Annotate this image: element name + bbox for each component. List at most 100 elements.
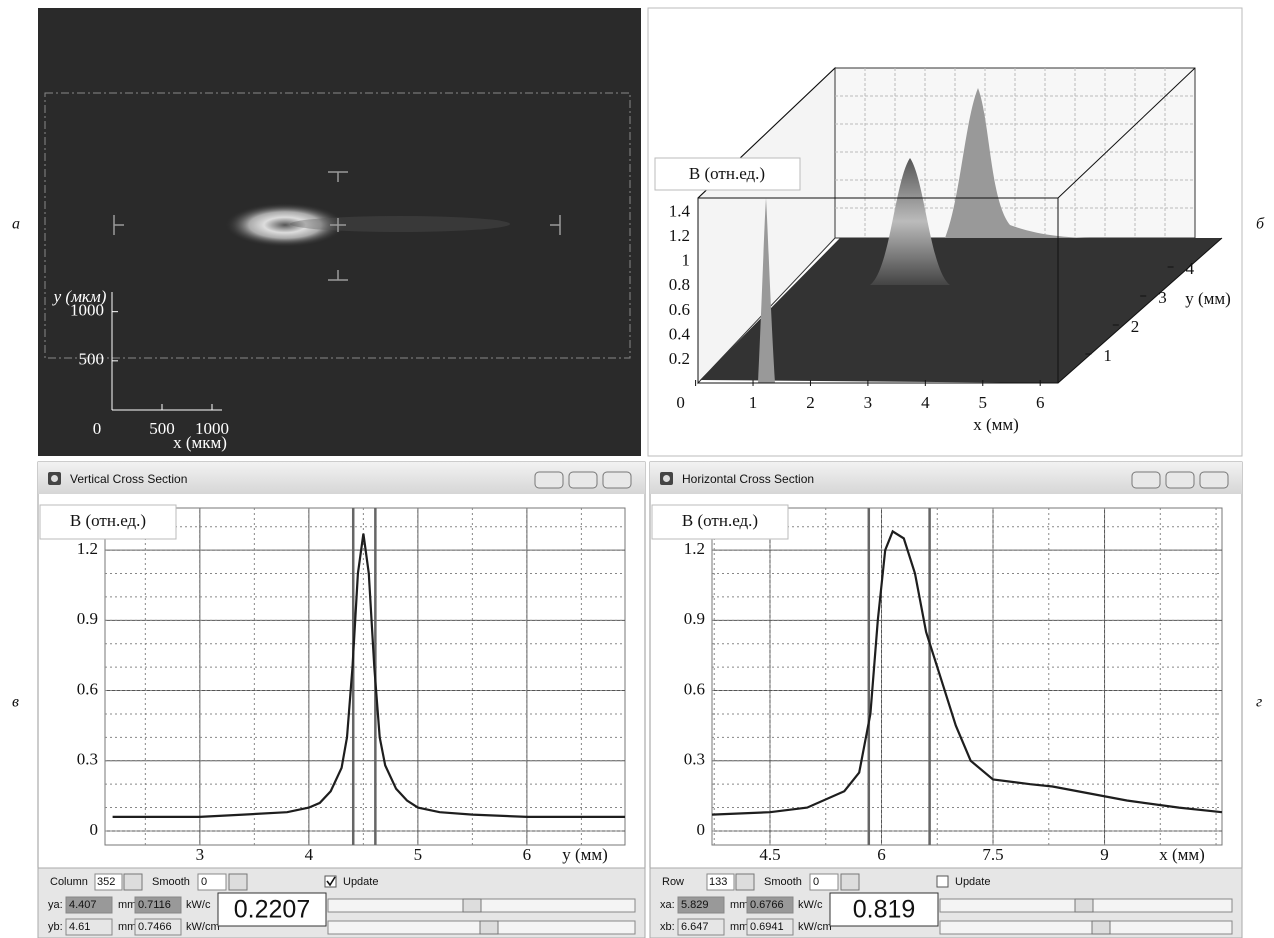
spin-button[interactable] — [735, 873, 755, 891]
scroll-thumb[interactable] — [1091, 920, 1111, 935]
reading-unit: kW/c — [186, 899, 211, 911]
unit: mm — [730, 899, 748, 911]
smooth-label: Smooth — [152, 876, 190, 888]
spin-button[interactable] — [123, 873, 143, 891]
reading-unit: kW/cm — [186, 921, 220, 933]
window-title: Horizontal Cross Section — [682, 472, 814, 486]
window-button[interactable] — [534, 471, 564, 489]
y-tick-label: 1 — [1103, 346, 1112, 365]
scrollbar[interactable] — [939, 920, 1233, 935]
cursor-reading: 0.6941 — [750, 921, 784, 933]
y-tick-label: 0.3 — [684, 750, 705, 769]
cursor-mark — [328, 171, 348, 182]
plot-area — [104, 507, 626, 846]
floor — [700, 238, 1222, 383]
check-mark — [326, 876, 336, 887]
x-axis-label: x (мкм) — [173, 433, 227, 452]
cursor-position: 4.407 — [69, 899, 97, 911]
z-tick-label: 1.4 — [669, 202, 691, 221]
window-button[interactable] — [1199, 471, 1229, 489]
cursor-mark — [113, 215, 124, 235]
window-button[interactable] — [602, 471, 632, 489]
label-box — [39, 504, 177, 540]
x-tick-label: 7.5 — [982, 845, 1003, 864]
window-button[interactable] — [568, 471, 598, 489]
x-tick-label: 0 — [676, 393, 685, 412]
y-tick-label: 500 — [79, 350, 105, 369]
cursor-mark — [328, 270, 348, 281]
scroll-thumb[interactable] — [462, 898, 482, 913]
y-tick-label: 0.6 — [77, 679, 98, 698]
cursor-mark — [550, 215, 561, 235]
update-label: Update — [343, 876, 378, 888]
z-tick-label: 0.4 — [669, 324, 691, 343]
y-tick-label: 0 — [90, 820, 99, 839]
checkbox[interactable] — [936, 875, 949, 888]
cursor-label: ya: — [48, 899, 63, 911]
cursor-position: 5.829 — [681, 899, 709, 911]
smooth-value: 0 — [813, 876, 819, 888]
z-tick-label: 0.2 — [669, 349, 690, 368]
x-tick-label: 3 — [196, 845, 205, 864]
spin-button[interactable] — [840, 873, 860, 891]
y-tick-label: 0.9 — [684, 609, 705, 628]
x-tick-label: 5 — [979, 393, 988, 412]
x-tick-label: 6 — [523, 845, 532, 864]
plot-area — [711, 507, 1223, 846]
field[interactable] — [197, 873, 227, 891]
field — [134, 918, 182, 936]
y-tick-label: 4 — [1186, 259, 1195, 278]
selector-label: Column — [50, 876, 88, 888]
field[interactable] — [809, 873, 839, 891]
window-button[interactable] — [1165, 471, 1195, 489]
reading-unit: kW/c — [798, 899, 823, 911]
x-tick-label: 4 — [305, 845, 314, 864]
peak — [758, 198, 775, 383]
x-tick-label: 500 — [149, 419, 175, 438]
field — [677, 896, 725, 914]
scroll-thumb[interactable] — [1074, 898, 1094, 913]
peak — [870, 158, 950, 285]
x-tick-label: 0 — [93, 419, 102, 438]
x-tick-label: 9 — [1100, 845, 1109, 864]
spin-button[interactable] — [228, 873, 248, 891]
unit: mm — [730, 921, 748, 933]
z-tick-label: 0.6 — [669, 300, 690, 319]
y-axis-label: B (отн.ед.) — [70, 511, 146, 530]
field[interactable] — [706, 873, 735, 891]
cursor-reading: 0.6766 — [750, 899, 784, 911]
cursor-reading: 0.7466 — [138, 921, 172, 933]
field — [746, 918, 794, 936]
cursor-position: 4.61 — [69, 921, 90, 933]
window-button[interactable] — [1131, 471, 1161, 489]
roi-frame — [44, 92, 631, 359]
y-tick-label: 0.6 — [684, 679, 705, 698]
y-tick-label: 1000 — [70, 301, 104, 320]
checkbox[interactable] — [324, 875, 337, 888]
reading-unit: kW/cm — [798, 921, 832, 933]
cursor-mark — [330, 218, 346, 232]
field[interactable] — [94, 873, 123, 891]
field — [677, 918, 725, 936]
x-tick-label: 5 — [414, 845, 423, 864]
y-axis-label: y (мм) — [1185, 289, 1231, 308]
readout-box — [829, 892, 939, 927]
panel-letter: в — [12, 694, 19, 711]
y-tick-label: 0 — [697, 820, 706, 839]
cursor-position: 6.647 — [681, 921, 709, 933]
unit: mm — [118, 899, 136, 911]
selector-value: 133 — [709, 876, 727, 888]
label-box — [651, 504, 789, 540]
window-title: Vertical Cross Section — [70, 472, 187, 486]
z-axis-label: B (отн.ед.) — [689, 164, 765, 183]
scroll-thumb[interactable] — [479, 920, 499, 935]
selector-label: Row — [662, 876, 684, 888]
x-tick-label: 4.5 — [759, 845, 780, 864]
profile-line — [112, 533, 625, 818]
x-axis-label: y (мм) — [562, 845, 608, 864]
x-tick-label: 1 — [749, 393, 758, 412]
x-tick-label: 1000 — [195, 419, 229, 438]
x-axis-label: x (мм) — [1159, 845, 1205, 864]
readout: 0.2207 — [234, 896, 310, 924]
